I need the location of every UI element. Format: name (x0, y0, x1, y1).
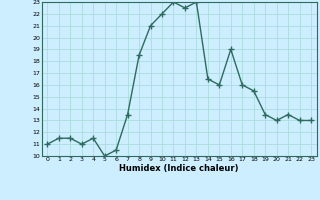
X-axis label: Humidex (Indice chaleur): Humidex (Indice chaleur) (119, 164, 239, 173)
